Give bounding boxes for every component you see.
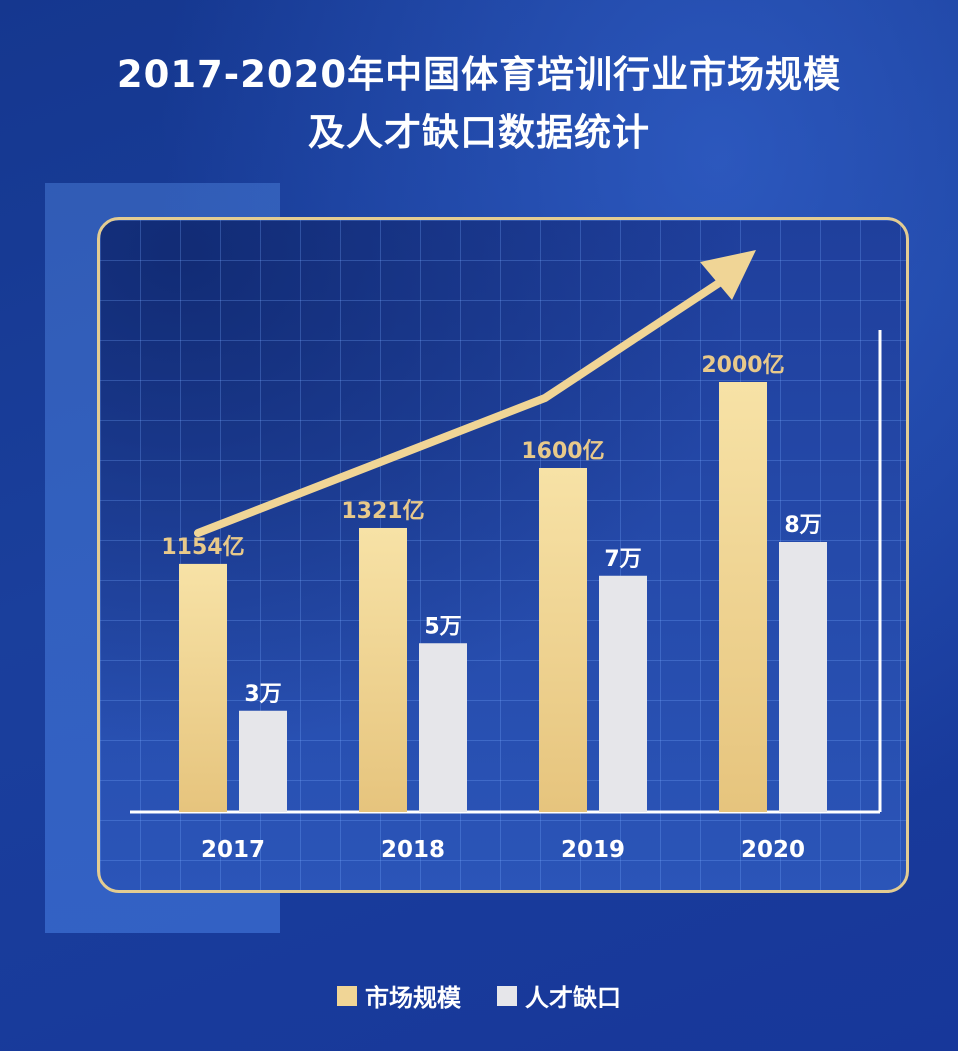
bar-talent-2018: [419, 643, 467, 812]
bar-market-2019: [539, 468, 587, 812]
data-label-talent-2020: 8万: [784, 513, 821, 538]
legend-swatch-talent: [497, 985, 517, 1006]
bar-market-2020: [719, 382, 767, 812]
data-label-market-2017: 1154亿: [161, 535, 244, 560]
chart-panel: [97, 217, 909, 893]
chart-title-line2: 及人才缺口数据统计: [308, 111, 650, 154]
bar-talent-2017: [239, 710, 287, 812]
trend-arrow-head: [700, 250, 756, 300]
trend-arrow-line: [194, 277, 726, 537]
legend-swatch-market: [337, 985, 357, 1006]
legend-label-talent: 人才缺口: [525, 984, 621, 1012]
bar-market-2018: [359, 527, 407, 812]
data-label-talent-2018: 5万: [424, 614, 461, 639]
data-label-talent-2019: 7万: [604, 547, 641, 572]
x-tick-label-2019: 2019: [561, 837, 625, 863]
bar-talent-2019: [599, 575, 647, 812]
bar-market-2017: [179, 563, 227, 812]
legend-label-market: 市场规模: [365, 984, 461, 1012]
legend-item-talent: 人才缺口: [497, 978, 621, 1013]
data-label-market-2018: 1321亿: [341, 499, 424, 524]
bar-talent-2020: [779, 542, 827, 812]
legend-item-market: 市场规模: [337, 978, 461, 1013]
data-label-talent-2017: 3万: [244, 682, 281, 707]
data-label-market-2020: 2000亿: [701, 353, 784, 378]
x-tick-label-2017: 2017: [201, 837, 265, 863]
data-label-market-2019: 1600亿: [521, 439, 604, 464]
chart-title-line1: 2017-2020年中国体育培训行业市场规模: [116, 53, 842, 96]
x-tick-label-2020: 2020: [741, 837, 805, 863]
legend: 市场规模 人才缺口: [0, 978, 958, 1013]
x-tick-label-2018: 2018: [381, 837, 445, 863]
